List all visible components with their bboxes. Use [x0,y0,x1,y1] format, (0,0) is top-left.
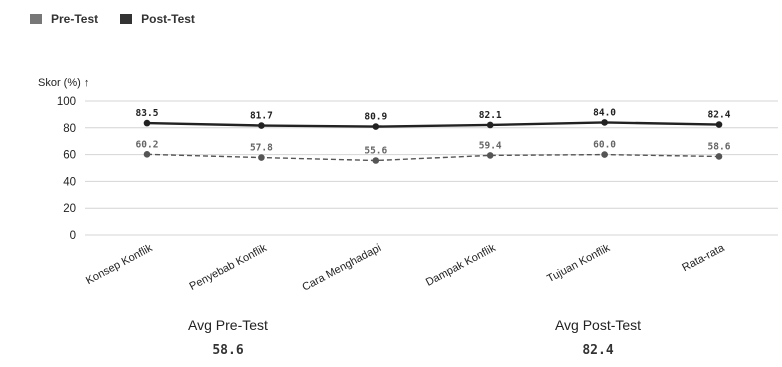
summary-post: Avg Post-Test 82.4 [448,304,748,358]
data-label-post: 80.9 [364,112,387,123]
data-label-post: 84.0 [593,107,616,118]
data-label-post: 82.4 [708,110,731,121]
data-point-pre [601,151,608,158]
legend-swatch-pre [30,14,42,24]
y-tick-label: 80 [63,123,76,135]
data-label-pre: 60.2 [136,139,159,150]
summary-pre-value: 58.6 [212,343,244,358]
data-point-pre [143,151,151,158]
summary-post-label: Avg Post-Test [554,317,642,333]
data-point-pre [486,152,494,159]
data-point-post [486,121,494,129]
series-line-post [146,121,720,128]
y-tick-label: 0 [70,230,76,242]
data-point-post [372,123,380,130]
legend-swatch-post [120,14,133,24]
data-labels: 60.2 57.8 55.6 59.4 60.0 58.6 83.5 81.7 80.9 82.1… [136,107,731,156]
summary-post-value: 82.4 [582,343,614,358]
summary-stats: Avg Pre-Test 58.6 Avg Post-Test 82.4 [0,304,782,364]
x-tick-label: Rata-rata [680,242,727,275]
summary-pre: Avg Pre-Test 58.6 [78,304,378,358]
series-line-pre [146,153,720,162]
data-point-post [715,121,723,128]
y-tick-labels: 0 20 40 60 80 100 [57,96,76,242]
legend-item-pre[interactable]: Pre-Test [30,12,98,26]
data-point-post [258,122,265,129]
data-label-pre: 60.0 [593,140,616,151]
y-tick-label: 60 [63,150,76,162]
y-axis-label: Skor (%) ↑ [38,77,89,89]
data-label-post: 81.7 [250,111,273,122]
y-tick-label: 100 [57,96,76,108]
data-label-pre: 57.8 [250,143,273,154]
legend-label-pre: Pre-Test [51,12,99,26]
x-tick-label: Konsep Konflik [84,242,155,287]
data-point-pre [372,157,380,164]
legend-item-post[interactable]: Post-Test [120,12,195,26]
grid-lines [85,100,778,236]
y-tick-label: 40 [63,176,76,188]
x-tick-labels: Konsep Konflik Penyebab Konflik Cara Mengh… [84,242,727,294]
data-label-pre: 58.6 [708,141,731,152]
data-label-pre: 59.4 [479,140,502,151]
data-point-post [143,119,151,127]
x-tick-label: Penyebab Konflik [188,242,270,293]
series-lines [146,121,720,162]
x-tick-label: Tujuan Konflik [545,242,612,285]
data-points [143,119,723,164]
x-tick-label: Cara Menghadapi [300,242,383,294]
legend-label-post: Post-Test [141,12,195,26]
y-tick-label: 20 [63,203,76,215]
data-point-pre [258,154,265,161]
data-point-pre [715,153,723,160]
x-tick-label: Dampak Konflik [424,242,498,289]
data-label-post: 83.5 [136,108,159,119]
legend: Pre-Test Post-Test [30,12,195,26]
data-label-post: 82.1 [479,110,502,121]
summary-pre-label: Avg Pre-Test [188,317,268,333]
data-point-post [601,119,608,126]
data-label-pre: 55.6 [364,145,387,156]
